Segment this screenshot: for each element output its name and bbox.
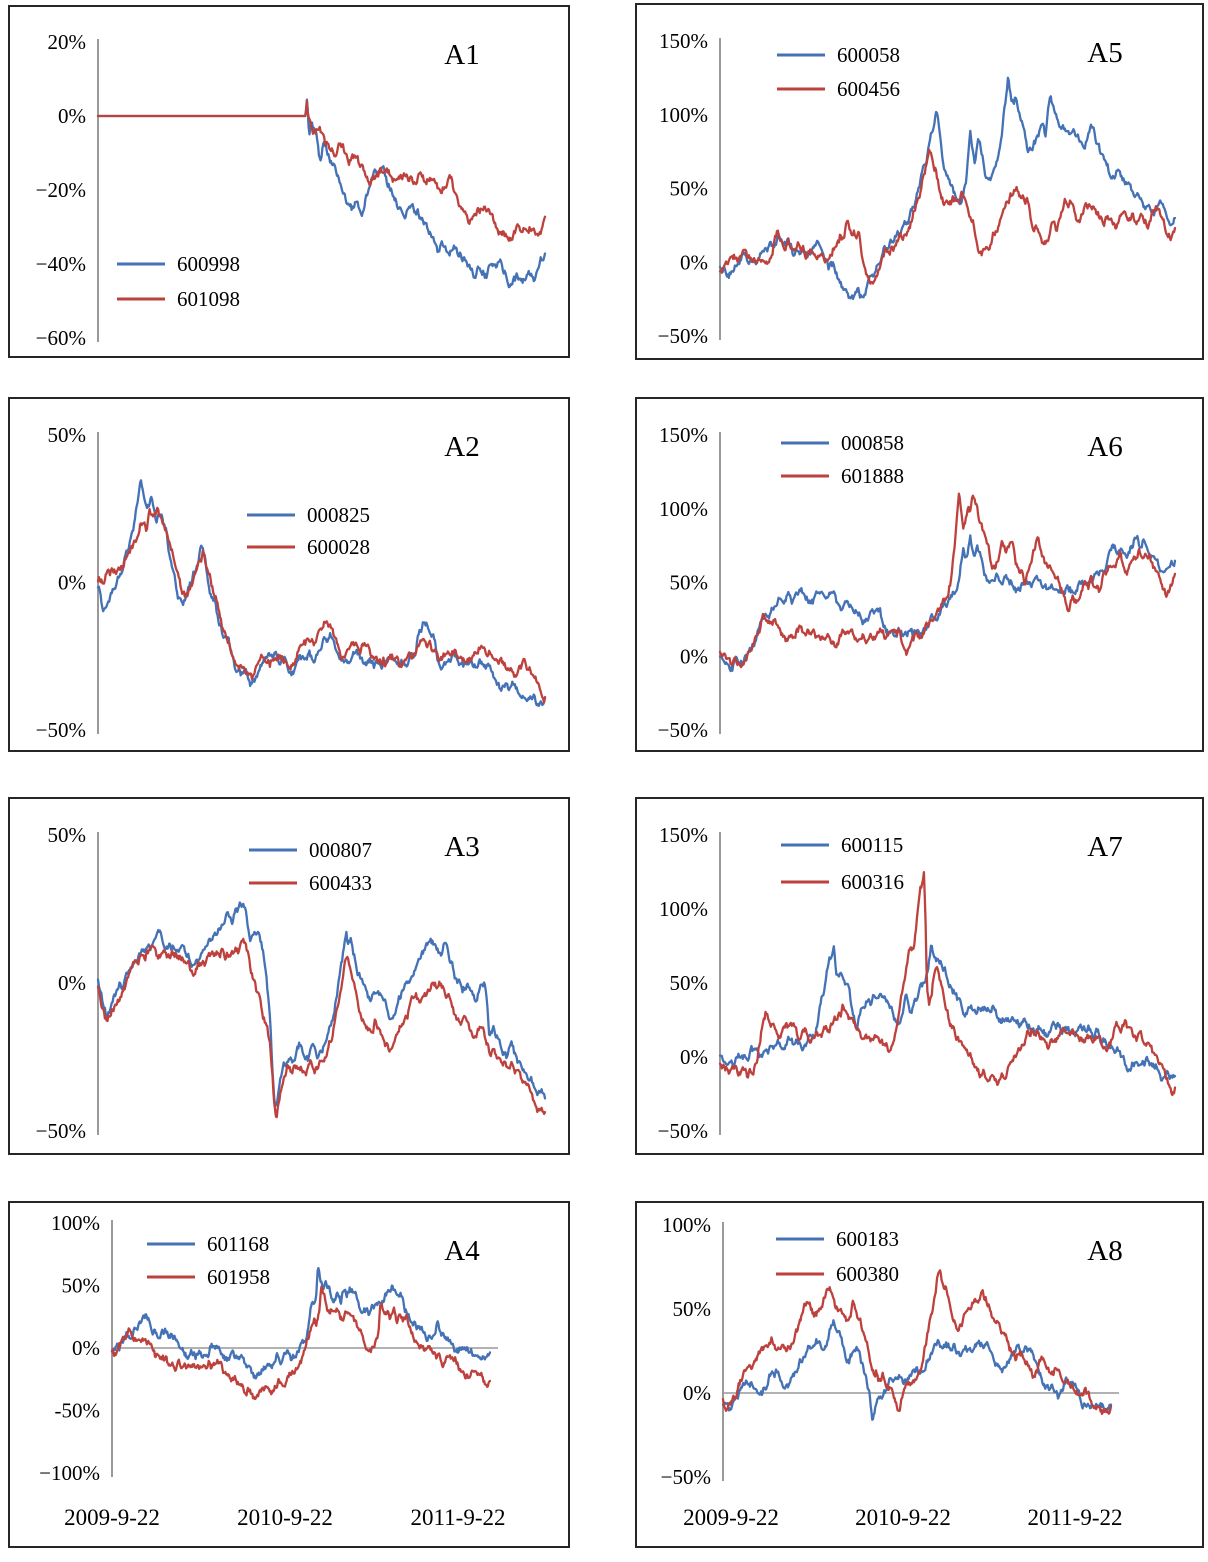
y-tick-label: −50% [661, 1465, 711, 1489]
chart-svg-a5: 150% 100% 50% 0% −50% 600058 600456 A5 [658, 29, 1177, 348]
y-tick-label: 100% [659, 897, 708, 921]
chart-title: A7 [1087, 831, 1122, 863]
legend-label-601888: 601888 [841, 464, 904, 488]
x-tick-label: 2011-9-22 [1028, 1505, 1123, 1530]
legend-label-600028: 600028 [307, 535, 370, 559]
legend-label-000858: 000858 [841, 431, 904, 455]
legend-label-600998: 600998 [177, 252, 240, 276]
chart-panel-a5: 150% 100% 50% 0% −50% 600058 600456 A5 [635, 3, 1204, 360]
legend-label-600380: 600380 [836, 1262, 899, 1286]
y-tick-label: 20% [48, 30, 87, 54]
y-tick-label: 0% [680, 250, 708, 274]
chart-svg-a8: 100% 50% 0% −50% 2009-9-22 2010-9-22 2011-9-22… [661, 1213, 1123, 1530]
series-line-601168 [110, 1266, 492, 1380]
y-tick-label: −100% [39, 1461, 100, 1485]
chart-svg-a6: 150% 100% 50% 0% −50% 000858 601888 A6 [658, 423, 1177, 742]
x-tick-label: 2010-9-22 [855, 1505, 951, 1530]
chart-title: A5 [1087, 37, 1122, 69]
y-tick-label: 50% [48, 423, 87, 447]
chart-svg-a1: 20% 0% −20% −40% −60% 600998 601098 A1 [36, 30, 547, 350]
legend-label-600456: 600456 [837, 77, 900, 101]
legend-label-600183: 600183 [836, 1227, 899, 1251]
legend-label-000825: 000825 [307, 503, 370, 527]
chart-panel-a1: 20% 0% −20% −40% −60% 600998 601098 A1 [8, 5, 570, 358]
chart-panel-a8: 100% 50% 0% −50% 2009-9-22 2010-9-22 2011-9-22… [635, 1201, 1204, 1548]
y-tick-label: 50% [673, 1297, 712, 1321]
y-tick-label: 0% [58, 971, 86, 995]
legend-label-601098: 601098 [177, 287, 240, 311]
legend-label-600115: 600115 [841, 833, 903, 857]
series-line-600456 [718, 148, 1177, 285]
series-line-601958 [110, 1285, 492, 1401]
chart-svg-a3: 50% 0% −50% 000807 600433 A3 [36, 823, 547, 1143]
series-line-601888 [718, 492, 1177, 669]
series-line-000858 [718, 534, 1177, 673]
y-tick-label: 100% [51, 1211, 100, 1235]
series-line-600316 [718, 871, 1177, 1097]
series-line-600028 [96, 506, 547, 704]
y-tick-label: 0% [680, 1045, 708, 1069]
y-tick-label: 100% [662, 1213, 711, 1237]
y-tick-label: 50% [62, 1274, 101, 1298]
legend-label-601168: 601168 [207, 1232, 269, 1256]
chart-title: A4 [444, 1235, 480, 1267]
chart-svg-a4: 100% 50% 0% -50% −100% 2009-9-22 2010-9-22 2011… [39, 1211, 506, 1530]
y-tick-label: 100% [659, 497, 708, 521]
x-tick-label: 2009-9-22 [683, 1505, 779, 1530]
chart-panel-a3: 50% 0% −50% 000807 600433 A3 [8, 797, 570, 1155]
y-tick-label: 100% [659, 103, 708, 127]
y-tick-label: -50% [55, 1399, 101, 1423]
y-tick-label: −50% [36, 718, 86, 742]
series-line-600380 [721, 1269, 1113, 1416]
y-tick-label: 50% [670, 971, 709, 995]
legend-label-600058: 600058 [837, 43, 900, 67]
y-tick-label: 50% [670, 571, 709, 595]
legend-label-000807: 000807 [309, 838, 372, 862]
y-tick-label: −20% [36, 178, 86, 202]
y-tick-label: −50% [658, 718, 708, 742]
series-line-000807 [96, 901, 547, 1107]
x-tick-label: 2009-9-22 [64, 1505, 160, 1530]
series-line-600058 [718, 76, 1177, 301]
chart-title: A3 [444, 831, 479, 863]
y-tick-label: 0% [680, 644, 708, 668]
series-line-600183 [721, 1319, 1113, 1421]
chart-panel-a7: 150% 100% 50% 0% −50% 600115 600316 A7 [635, 797, 1204, 1155]
y-tick-label: −50% [36, 1119, 86, 1143]
chart-panel-a4: 100% 50% 0% -50% −100% 2009-9-22 2010-9-22 2011… [8, 1201, 570, 1548]
y-tick-label: 150% [659, 29, 708, 53]
y-tick-label: −40% [36, 252, 86, 276]
chart-svg-a2: 50% 0% −50% 000825 600028 A2 [36, 423, 547, 742]
series-line-600433 [96, 937, 547, 1119]
y-tick-label: 150% [659, 823, 708, 847]
y-tick-label: −50% [658, 1119, 708, 1143]
legend-label-600316: 600316 [841, 870, 904, 894]
y-tick-label: 50% [670, 177, 709, 201]
y-tick-label: −50% [658, 324, 708, 348]
x-tick-label: 2011-9-22 [411, 1505, 506, 1530]
y-tick-label: 0% [58, 571, 86, 595]
chart-title: A1 [444, 39, 479, 71]
chart-title: A8 [1087, 1235, 1122, 1267]
chart-title: A6 [1087, 431, 1122, 463]
x-tick-label: 2010-9-22 [237, 1505, 333, 1530]
y-tick-label: 0% [683, 1381, 711, 1405]
chart-panel-a2: 50% 0% −50% 000825 600028 A2 [8, 397, 570, 752]
y-tick-label: 0% [58, 104, 86, 128]
chart-svg-a7: 150% 100% 50% 0% −50% 600115 600316 A7 [658, 823, 1177, 1143]
y-tick-label: 0% [72, 1336, 100, 1360]
y-tick-label: 150% [659, 423, 708, 447]
legend-label-600433: 600433 [309, 871, 372, 895]
legend-label-601958: 601958 [207, 1265, 270, 1289]
series-line-600998 [96, 98, 547, 289]
y-tick-label: −60% [36, 326, 86, 350]
y-tick-label: 50% [48, 823, 87, 847]
series-line-601098 [96, 99, 547, 242]
chart-title: A2 [444, 431, 479, 463]
chart-panel-a6: 150% 100% 50% 0% −50% 000858 601888 A6 [635, 397, 1204, 752]
